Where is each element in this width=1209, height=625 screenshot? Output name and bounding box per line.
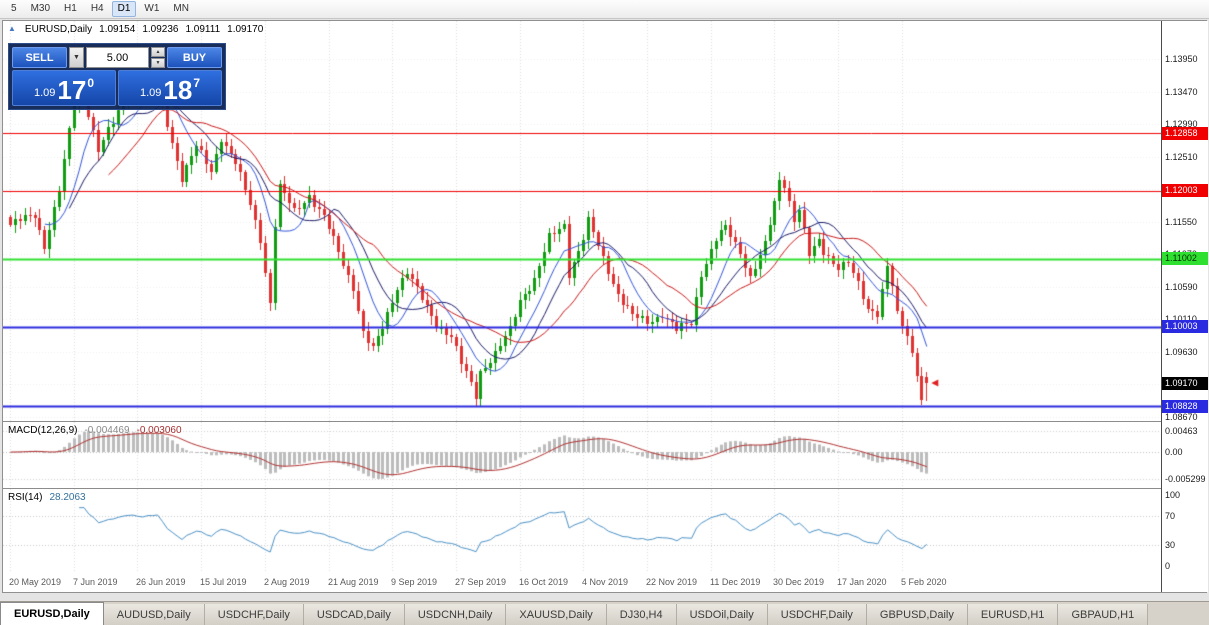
sell-button[interactable]: SELL — [12, 47, 67, 68]
chart-title-bar: ▲ EURUSD,Daily 1.09154 1.09236 1.09111 1… — [8, 24, 263, 35]
volume-down-button[interactable]: ▼ — [151, 58, 165, 68]
date-label: 22 Nov 2019 — [646, 577, 698, 587]
sell-price-pips: 17 — [57, 75, 87, 105]
buy-price-point: 7 — [193, 76, 201, 90]
chart-tab-audusd-daily[interactable]: AUDUSD,Daily — [103, 604, 205, 625]
date-label: 16 Oct 2019 — [519, 577, 569, 587]
chart-tab-eurusd-h1[interactable]: EURUSD,H1 — [967, 604, 1059, 625]
price-axis-tick: 1.09630 — [1165, 347, 1198, 357]
macd-signal-value: -0.003060 — [136, 425, 182, 436]
date-label: 26 Jun 2019 — [136, 577, 186, 587]
timeframe-button-h1[interactable]: H1 — [64, 3, 77, 14]
macd-header: MACD(12,26,9) -0.004469 -0.003060 — [8, 425, 182, 436]
hline-price-tag: 1.11002 — [1162, 252, 1208, 265]
buy-price-pips: 18 — [163, 75, 193, 105]
timeframe-button-h4[interactable]: H4 — [90, 3, 104, 14]
price-axis-tick: 1.10590 — [1165, 282, 1198, 292]
date-label: 21 Aug 2019 — [328, 577, 379, 587]
macd-axis-label: 0.00463 — [1165, 426, 1198, 436]
date-label: 15 Jul 2019 — [200, 577, 247, 587]
macd-value: -0.004469 — [84, 425, 130, 436]
macd-axis-label: 0.00 — [1165, 447, 1183, 457]
price-axis-tick: 1.12510 — [1165, 152, 1198, 162]
rsi-axis-label: 0 — [1165, 561, 1171, 571]
macd-indicator-canvas[interactable] — [3, 422, 1161, 488]
date-label: 27 Sep 2019 — [455, 577, 507, 587]
chart-tab-gbpusd-daily[interactable]: GBPUSD,Daily — [866, 604, 968, 625]
date-axis[interactable]: 20 May 2019 7 Jun 2019 26 Jun 2019 15 Jul 2… — [3, 573, 1161, 592]
chart-tab-dj30-h4[interactable]: DJ30,H4 — [606, 604, 677, 625]
hline-price-tag: 1.08828 — [1162, 400, 1208, 413]
volume-stepper: ▲ ▼ — [151, 47, 165, 68]
timeframe-button-m30[interactable]: M30 — [30, 3, 51, 14]
date-label: 30 Dec 2019 — [773, 577, 825, 587]
rsi-title: RSI(14) — [8, 492, 43, 503]
rsi-indicator-canvas[interactable] — [3, 489, 1161, 572]
ohlc-high: 1.09236 — [142, 24, 179, 35]
volume-up-button[interactable]: ▲ — [151, 47, 165, 57]
date-label: 5 Feb 2020 — [901, 577, 947, 587]
price-axis-tick: 1.13470 — [1165, 87, 1198, 97]
price-axis-tick: 1.08670 — [1165, 412, 1198, 422]
chevron-down-icon: ▼ — [73, 54, 80, 61]
price-axis[interactable]: 1.139501.134701.129901.125101.120301.115… — [1161, 21, 1208, 592]
chart-window: 20 May 2019 7 Jun 2019 26 Jun 2019 15 Jul 2… — [2, 20, 1208, 593]
chart-tab-gbpaud-h1[interactable]: GBPAUD,H1 — [1058, 604, 1149, 625]
chart-tab-bar: EURUSD,Daily AUDUSD,Daily USDCHF,Daily USDC… — [0, 601, 1209, 625]
buy-price-display[interactable]: 1.09 18 7 — [118, 70, 222, 106]
chart-tab-usdchf-daily[interactable]: USDCHF,Daily — [767, 604, 867, 625]
chart-tab-xauusd-daily[interactable]: XAUUSD,Daily — [506, 604, 607, 625]
sell-price-base: 1.09 — [33, 87, 56, 99]
chart-tab-usdcnh-daily[interactable]: USDCNH,Daily — [404, 604, 507, 625]
one-click-trading-panel: SELL ▼ 5.00 ▲ ▼ BUY 1.09 17 0 1.09 18 — [8, 43, 226, 110]
price-axis-tick: 1.13950 — [1165, 54, 1198, 64]
timeframe-button-d1[interactable]: D1 — [111, 1, 137, 17]
hline-price-tag: 1.12003 — [1162, 184, 1208, 197]
rsi-axis-label: 30 — [1165, 540, 1176, 550]
sell-price-display[interactable]: 1.09 17 0 — [12, 70, 116, 106]
panel-divider[interactable] — [3, 421, 1206, 422]
buy-button[interactable]: BUY — [167, 47, 222, 68]
panel-divider[interactable] — [3, 488, 1206, 489]
chart-tab-eurusd-daily[interactable]: EURUSD,Daily — [0, 602, 104, 625]
timeframe-button-5[interactable]: 5 — [11, 3, 17, 14]
collapse-panel-icon[interactable]: ▲ — [8, 24, 16, 33]
macd-axis-label: -0.005299 — [1165, 474, 1206, 484]
buy-price-base: 1.09 — [139, 87, 162, 99]
ohlc-close: 1.09170 — [227, 24, 264, 35]
volume-input[interactable]: 5.00 — [86, 47, 149, 68]
ohlc-open: 1.09154 — [99, 24, 136, 35]
current-price-tag: 1.09170 — [1162, 377, 1208, 390]
macd-title: MACD(12,26,9) — [8, 425, 78, 436]
date-label: 7 Jun 2019 — [73, 577, 118, 587]
timeframe-toolbar: 5 M30 H1 H4 D1 W1 MN — [0, 0, 1209, 19]
timeframe-button-mn[interactable]: MN — [173, 3, 189, 14]
date-label: 17 Jan 2020 — [837, 577, 887, 587]
date-label: 9 Sep 2019 — [391, 577, 438, 587]
timeframe-button-w1[interactable]: W1 — [144, 3, 160, 14]
rsi-axis-label: 100 — [1165, 490, 1181, 500]
chart-symbol-period: EURUSD,Daily — [24, 24, 93, 35]
hline-price-tag: 1.12858 — [1162, 127, 1208, 140]
chart-tab-usdcad-daily[interactable]: USDCAD,Daily — [303, 604, 405, 625]
rsi-header: RSI(14) 28.2063 — [8, 492, 86, 503]
volume-dropdown-button[interactable]: ▼ — [69, 47, 84, 68]
date-label: 4 Nov 2019 — [582, 577, 629, 587]
ohlc-low: 1.09111 — [185, 24, 221, 35]
date-label: 20 May 2019 — [9, 577, 62, 587]
hline-price-tag: 1.10003 — [1162, 320, 1208, 333]
rsi-value: 28.2063 — [49, 492, 86, 503]
price-axis-tick: 1.10110 — [1165, 314, 1197, 324]
price-axis-tick: 1.12990 — [1165, 119, 1198, 129]
chart-tab-usdchf-daily[interactable]: USDCHF,Daily — [204, 604, 304, 625]
price-axis-tick: 1.11550 — [1165, 217, 1197, 227]
date-label: 2 Aug 2019 — [264, 577, 310, 587]
rsi-axis-label: 70 — [1165, 511, 1176, 521]
chart-tab-usdoil-daily[interactable]: USDOil,Daily — [676, 604, 768, 625]
date-label: 11 Dec 2019 — [710, 577, 761, 587]
sell-price-point: 0 — [87, 76, 95, 90]
